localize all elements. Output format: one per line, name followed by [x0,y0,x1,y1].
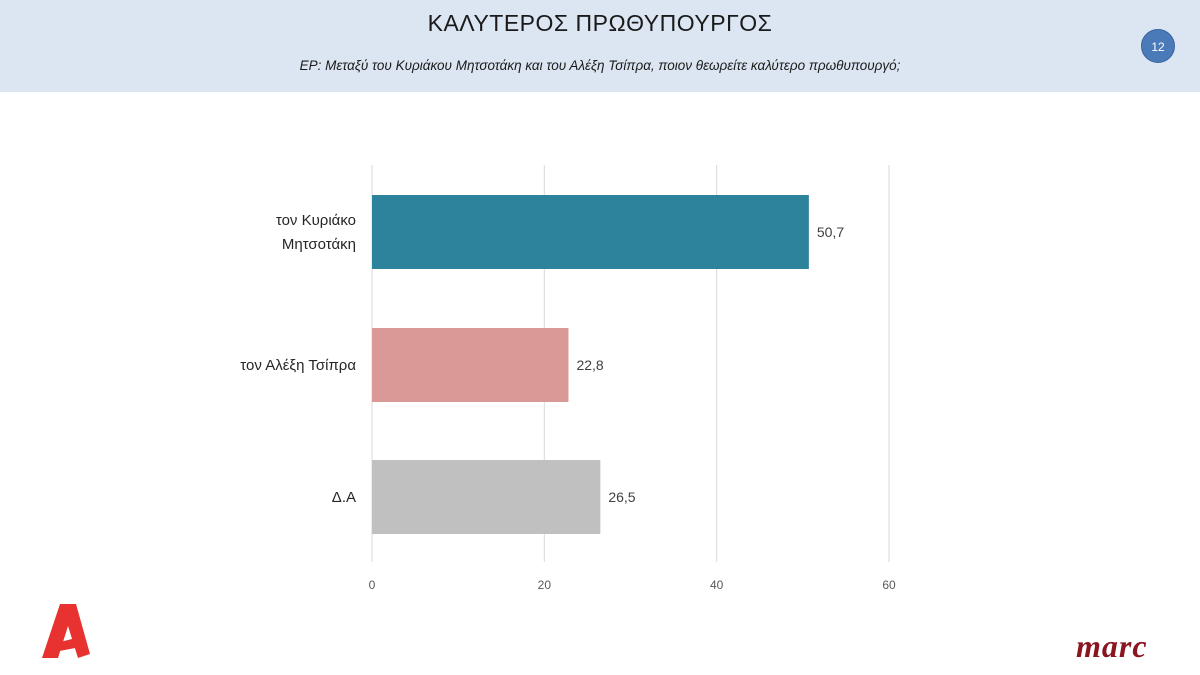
x-tick-label: 0 [369,578,376,592]
data-label: 50,7 [817,224,844,240]
bar [372,195,809,269]
category-label: τον Κυριάκο [276,212,356,229]
category-label: Μητσοτάκη [282,236,356,253]
question-subtitle: ΕΡ: Μεταξύ του Κυριάκου Μητσοτάκη και το… [299,58,901,73]
x-tick-label: 60 [882,578,896,592]
data-label: 22,8 [576,357,603,373]
data-label: 26,5 [608,489,635,505]
alpha-logo-icon [42,604,90,658]
page-number-badge: 12 [1141,29,1175,63]
bar [372,328,569,402]
page-title: ΚΑΛΥΤΕΡΟΣ ΠΡΩΘΥΠΟΥΡΓΟΣ [427,10,773,36]
header-band: ΚΑΛΥΤΕΡΟΣ ΠΡΩΘΥΠΟΥΡΓΟΣ ΕΡ: Μεταξύ του Κυ… [0,0,1200,92]
category-label: τον Αλέξη Τσίπρα [240,357,356,374]
marc-logo: marc [1076,628,1148,664]
bar [372,460,601,534]
x-tick-label: 20 [538,578,552,592]
category-label: Δ.Α [332,489,356,506]
x-tick-label: 40 [710,578,724,592]
